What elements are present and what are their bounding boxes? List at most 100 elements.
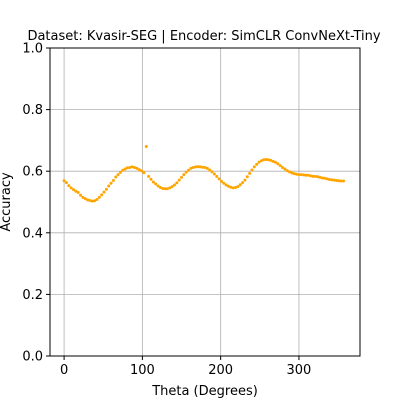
data-point [83, 197, 87, 201]
data-point [222, 181, 226, 185]
data-point [189, 166, 193, 170]
y-axis-title: Accuracy [0, 172, 14, 232]
data-point [264, 157, 268, 161]
x-tick-label: 0 [60, 363, 68, 378]
data-point [337, 179, 341, 183]
data-point [217, 177, 221, 181]
data-point [142, 171, 146, 175]
data-point [67, 184, 71, 188]
data-point [149, 177, 153, 181]
data-point [123, 167, 127, 171]
x-tick-label: 200 [208, 363, 233, 378]
data-point [285, 169, 289, 173]
data-point [97, 195, 101, 199]
data-point [151, 180, 155, 184]
data-point [238, 183, 242, 187]
data-point [109, 181, 113, 185]
data-point [325, 177, 329, 181]
data-point [215, 174, 219, 178]
data-point [93, 199, 97, 203]
data-point [205, 166, 209, 170]
data-point [299, 173, 303, 177]
data-point [187, 168, 191, 172]
data-point [323, 176, 327, 180]
data-point [170, 185, 174, 189]
data-point [163, 187, 167, 191]
data-point [126, 166, 129, 170]
data-point [229, 185, 233, 189]
axes-frame [49, 47, 361, 357]
data-point [140, 169, 144, 173]
y-tick-label: 0.8 [22, 103, 43, 118]
data-point [86, 198, 90, 202]
data-point [278, 164, 282, 168]
data-point [135, 166, 139, 170]
data-point [64, 181, 68, 185]
data-point [271, 159, 275, 163]
data-point [226, 184, 230, 188]
data-point [114, 175, 118, 179]
data-point [198, 165, 202, 169]
data-point [107, 184, 111, 188]
data-point [283, 167, 287, 171]
data-point [133, 166, 137, 170]
y-tick-label: 1.0 [22, 42, 43, 57]
data-point [147, 174, 151, 178]
data-point [111, 178, 115, 182]
data-point [302, 173, 306, 177]
data-point [342, 179, 346, 183]
data-point [100, 193, 104, 197]
chart-title: Dataset: Kvasir-SEG | Encoder: SimCLR Co… [27, 29, 380, 44]
data-point [137, 168, 141, 172]
data-point [104, 187, 108, 191]
data-point [182, 173, 186, 177]
data-point [79, 193, 83, 197]
data-point [76, 190, 80, 194]
data-point [304, 173, 308, 177]
data-point [154, 182, 158, 186]
data-point [297, 173, 301, 177]
data-point [210, 170, 214, 174]
data-point [252, 165, 256, 169]
data-point [165, 187, 169, 191]
data-point [259, 159, 263, 163]
data-point [224, 183, 228, 187]
data-point [295, 172, 299, 176]
y-tick-label: 0.0 [22, 350, 43, 365]
data-point [172, 183, 176, 187]
data-point [281, 166, 284, 170]
data-point [69, 186, 73, 190]
data-point [313, 174, 317, 178]
data-point [116, 173, 120, 177]
plot-area: 0 100 200 300 0.0 0.2 0.4 0.6 0.8 1.0 [22, 42, 361, 378]
data-point [250, 168, 254, 172]
data-point [88, 198, 92, 202]
data-point [95, 198, 99, 202]
data-point [74, 189, 78, 193]
x-axis-title: Theta (Degrees) [151, 384, 258, 399]
data-point [231, 186, 235, 190]
data-point [330, 178, 334, 182]
data-point [257, 160, 261, 164]
data-point [90, 199, 94, 203]
data-point [269, 158, 273, 162]
data-point [335, 178, 339, 182]
data-point [234, 186, 238, 190]
data-point [118, 170, 122, 174]
data-point [273, 160, 277, 164]
data-point [292, 172, 296, 176]
data-point [320, 176, 324, 180]
data-point [121, 168, 125, 172]
data-point [290, 171, 294, 175]
data-point [266, 158, 270, 162]
data-point [71, 188, 75, 192]
data-point [184, 170, 188, 174]
data-point [81, 195, 85, 199]
data-point [276, 162, 280, 166]
data-point [201, 165, 205, 169]
data-point [316, 175, 320, 179]
data-point [102, 190, 106, 194]
data-point [191, 166, 195, 170]
